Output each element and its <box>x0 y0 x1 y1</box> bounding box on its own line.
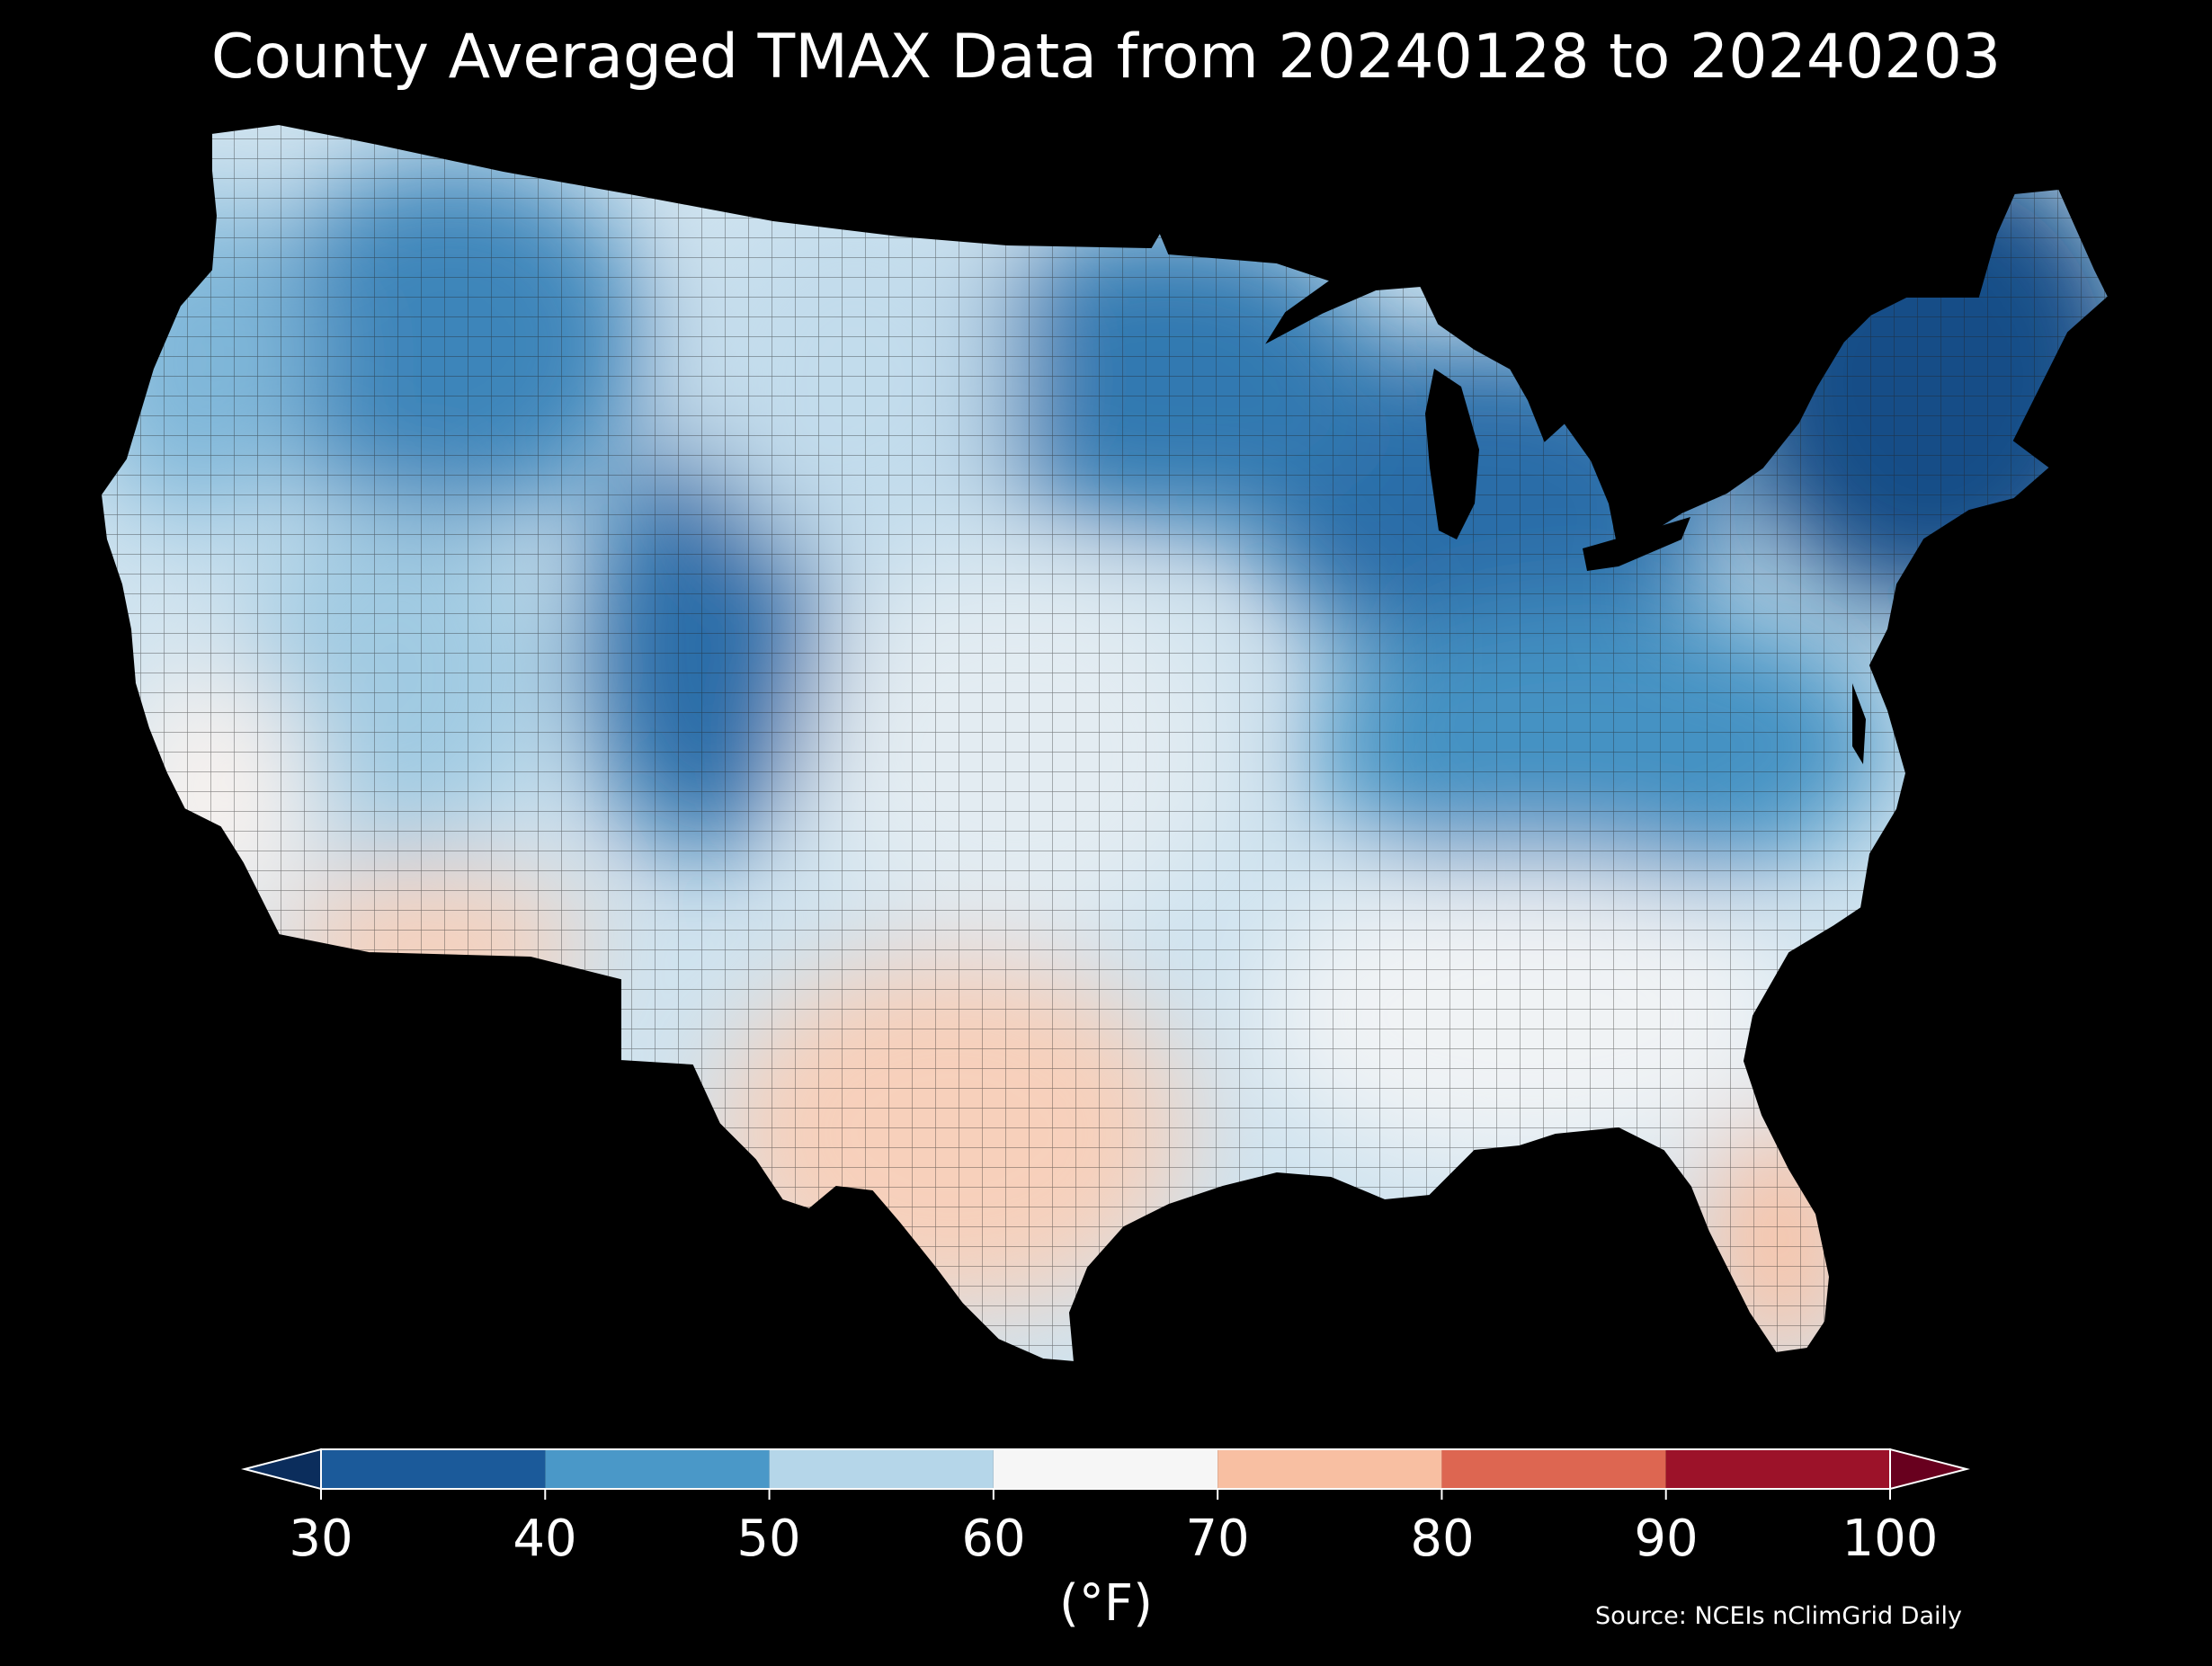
colorbar-bin <box>769 1449 994 1489</box>
source-credit: Source: NCEIs nClimGrid Daily <box>1595 1602 1962 1630</box>
colorbar-bin <box>1441 1449 1666 1489</box>
colorbar-bin <box>545 1449 770 1489</box>
map-title: County Averaged TMAX Data from 20240128 … <box>210 22 2002 93</box>
colorbar-over-arrow <box>1890 1449 1967 1489</box>
colorbar-tick-label: 60 <box>961 1510 1026 1568</box>
colorbar-tick-label: 80 <box>1410 1510 1475 1568</box>
colorbar-tick-label: 40 <box>513 1510 577 1568</box>
colorbar-tick-label: 50 <box>736 1510 801 1568</box>
colorbar-bin <box>993 1449 1218 1489</box>
colorbar-tick-label: 90 <box>1634 1510 1699 1568</box>
colorbar-bin <box>1665 1449 1890 1489</box>
colorbar-tick-label: 100 <box>1842 1510 1939 1568</box>
lake-erie <box>1583 517 1690 571</box>
colorbar-tick-label: 70 <box>1185 1510 1250 1568</box>
colorbar-under-arrow <box>245 1449 321 1489</box>
colorbar-unit-label: (°F) <box>1059 1574 1153 1633</box>
colorbar-tick-label: 30 <box>289 1510 353 1568</box>
colorbar-bin <box>321 1449 546 1489</box>
chesapeake-bay <box>1852 683 1866 764</box>
lake-michigan <box>1425 369 1479 539</box>
colorbar-bin <box>1217 1449 1442 1489</box>
